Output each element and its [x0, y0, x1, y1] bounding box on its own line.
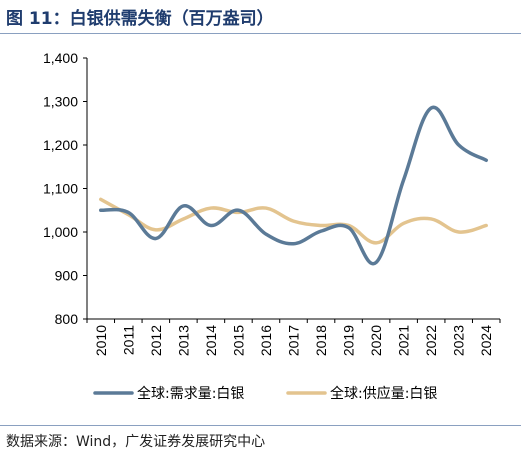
- x-tick-labels: 2010 2011 2012 2013 2014 2015 2016 2017 2018 2019…: [93, 325, 494, 356]
- x-tick-label: 2021: [396, 325, 412, 356]
- figure-title: 图 11：白银供需失衡（百万盎司）: [6, 9, 274, 29]
- title-rule: [0, 33, 521, 34]
- x-tick-label: 2010: [93, 325, 109, 356]
- x-tick-label: 2017: [286, 325, 302, 356]
- y-tick-label: 1,200: [43, 137, 78, 153]
- source-rule: [0, 425, 521, 426]
- x-tick-label: 2022: [423, 325, 439, 356]
- y-tick-labels: 800 900 1,000 1,100 1,200 1,300 1,400: [43, 50, 78, 327]
- legend: 全球:需求量:白银 全球:供应量:白银: [93, 385, 437, 402]
- y-tick-label: 800: [55, 311, 79, 327]
- y-tick-label: 1,000: [43, 224, 78, 240]
- legend-label-supply: 全球:供应量:白银: [330, 385, 437, 402]
- demand-series-line: [99, 105, 488, 266]
- axes: [83, 57, 501, 323]
- x-tick-label: 2018: [313, 325, 329, 356]
- x-tick-label: 2023: [451, 325, 467, 356]
- x-tick-label: 2012: [148, 325, 164, 356]
- y-tick-label: 1,400: [43, 50, 78, 66]
- y-tick-label: 900: [55, 268, 79, 284]
- x-tick-label: 2013: [175, 325, 191, 356]
- x-tick-label: 2015: [230, 325, 246, 356]
- y-tick-label: 1,100: [43, 181, 78, 197]
- x-tick-label: 2019: [341, 325, 357, 356]
- x-tick-label: 2014: [203, 325, 219, 356]
- series-lines: [99, 105, 488, 266]
- y-tick-label: 1,300: [43, 94, 78, 110]
- x-tick-label: 2020: [368, 325, 384, 356]
- line-chart: 800 900 1,000 1,100 1,200 1,300 1,400 2010 2011…: [43, 50, 501, 402]
- x-tick-label: 2024: [478, 325, 494, 356]
- source-note: 数据来源：Wind，广发证券发展研究中心: [6, 434, 266, 450]
- x-tick-label: 2016: [258, 325, 274, 356]
- legend-label-demand: 全球:需求量:白银: [137, 385, 244, 402]
- x-tick-label: 2011: [120, 325, 136, 355]
